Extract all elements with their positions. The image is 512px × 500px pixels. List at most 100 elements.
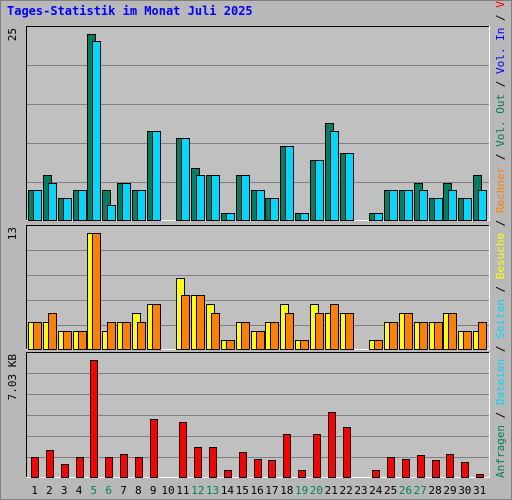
bar-volume-volumen-day-2 bbox=[46, 450, 54, 478]
bar-visits-rechner-day-5 bbox=[92, 233, 101, 350]
bar-visits-rechner-day-17 bbox=[270, 322, 279, 350]
x-tick-label-day-17: 17 bbox=[265, 484, 278, 497]
legend-entry: / bbox=[494, 412, 507, 425]
x-tick-label-day-23: 23 bbox=[354, 484, 367, 497]
legend-entry: Besuche bbox=[494, 233, 507, 286]
bar-hits-dateien-day-7 bbox=[122, 183, 131, 221]
bar-volume-volumen-day-1 bbox=[31, 457, 39, 478]
bar-volume-volumen-day-29 bbox=[446, 454, 454, 478]
bar-visits-rechner-day-9 bbox=[152, 304, 161, 350]
x-tick-label-day-6: 6 bbox=[105, 484, 112, 497]
bar-visits-rechner-day-6 bbox=[107, 322, 116, 350]
bar-hits-dateien-day-29 bbox=[448, 190, 457, 221]
legend-entry: Vol. Out bbox=[494, 94, 507, 154]
bar-hits-dateien-day-1 bbox=[33, 190, 42, 221]
bar-hits-dateien-day-4 bbox=[78, 190, 87, 221]
bar-visits-rechner-day-11 bbox=[181, 295, 190, 350]
bar-hits-dateien-day-26 bbox=[404, 190, 413, 221]
y-max-label-visits: 13 bbox=[6, 227, 19, 240]
bar-hits-dateien-day-27 bbox=[419, 190, 428, 221]
bar-volume-volumen-day-20 bbox=[313, 434, 321, 478]
bar-hits-dateien-day-12 bbox=[196, 175, 205, 221]
bar-visits-rechner-day-19 bbox=[300, 340, 309, 350]
bar-volume-volumen-day-27 bbox=[417, 455, 425, 478]
bar-visits-rechner-day-27 bbox=[419, 322, 428, 350]
x-tick-label-day-3: 3 bbox=[61, 484, 68, 497]
x-tick-label-day-30: 30 bbox=[458, 484, 471, 497]
bar-hits-dateien-day-20 bbox=[315, 160, 324, 221]
bar-visits-rechner-day-7 bbox=[122, 322, 131, 350]
bar-hits-dateien-day-17 bbox=[270, 198, 279, 221]
x-tick-label-day-11: 11 bbox=[176, 484, 189, 497]
bar-visits-rechner-day-12 bbox=[196, 295, 205, 350]
bar-visits-rechner-day-1 bbox=[33, 322, 42, 350]
x-tick-label-day-16: 16 bbox=[250, 484, 263, 497]
bar-hits-dateien-day-13 bbox=[211, 175, 220, 221]
x-tick-label-day-29: 29 bbox=[443, 484, 456, 497]
bar-hits-dateien-day-15 bbox=[241, 175, 250, 221]
bar-volume-volumen-day-13 bbox=[209, 447, 217, 478]
bar-hits-dateien-day-24 bbox=[374, 213, 383, 221]
bar-hits-dateien-day-31 bbox=[478, 190, 487, 221]
bar-volume-volumen-day-30 bbox=[461, 462, 469, 478]
bar-visits-rechner-day-4 bbox=[78, 331, 87, 350]
bar-volume-volumen-day-12 bbox=[194, 447, 202, 478]
bar-visits-rechner-day-2 bbox=[48, 313, 57, 350]
x-tick-label-day-4: 4 bbox=[76, 484, 83, 497]
bar-hits-dateien-day-8 bbox=[137, 190, 146, 221]
bar-volume-volumen-day-17 bbox=[268, 460, 276, 478]
legend-entry: / bbox=[494, 220, 507, 233]
x-tick-label-day-24: 24 bbox=[369, 484, 383, 497]
bar-hits-dateien-day-16 bbox=[256, 190, 265, 221]
bar-hits-dateien-day-25 bbox=[389, 190, 398, 221]
bar-hits-dateien-day-2 bbox=[48, 183, 57, 221]
bar-volume-volumen-day-28 bbox=[432, 460, 440, 478]
x-tick-label-day-22: 22 bbox=[339, 484, 352, 497]
legend-entry: / bbox=[494, 153, 507, 166]
bar-visits-rechner-day-25 bbox=[389, 322, 398, 350]
bar-volume-volumen-day-31 bbox=[476, 474, 484, 478]
legend-entry: / bbox=[494, 286, 507, 299]
bar-hits-dateien-day-3 bbox=[63, 198, 72, 221]
bar-volume-volumen-day-3 bbox=[61, 464, 69, 478]
bar-visits-rechner-day-15 bbox=[241, 322, 250, 350]
bar-visits-rechner-day-3 bbox=[63, 331, 72, 350]
x-tick-label-day-31: 31 bbox=[473, 484, 486, 497]
bar-volume-volumen-day-5 bbox=[90, 360, 98, 478]
x-tick-label-day-28: 28 bbox=[429, 484, 442, 497]
bar-volume-volumen-day-16 bbox=[254, 459, 262, 478]
bar-hits-dateien-day-22 bbox=[345, 153, 354, 221]
legend-entry: Vol. In bbox=[494, 28, 507, 81]
bar-volume-volumen-day-21 bbox=[328, 412, 336, 478]
bar-visits-rechner-day-13 bbox=[211, 313, 220, 350]
right-legend: Anfragen / Dateien / Seiten / Besuche / … bbox=[494, 0, 507, 478]
bar-visits-rechner-day-31 bbox=[478, 322, 487, 350]
bar-visits-rechner-day-8 bbox=[137, 322, 146, 350]
bar-hits-dateien-day-30 bbox=[463, 198, 472, 221]
bar-visits-rechner-day-22 bbox=[345, 313, 354, 350]
bar-visits-rechner-day-24 bbox=[374, 340, 383, 350]
bar-hits-dateien-day-6 bbox=[107, 205, 116, 221]
bar-volume-volumen-day-24 bbox=[372, 470, 380, 478]
bar-volume-volumen-day-8 bbox=[135, 457, 143, 478]
bar-visits-rechner-day-20 bbox=[315, 313, 324, 350]
bar-visits-rechner-day-30 bbox=[463, 331, 472, 350]
bar-visits-rechner-day-26 bbox=[404, 313, 413, 350]
bar-volume-volumen-day-9 bbox=[150, 419, 158, 478]
x-tick-label-day-19: 19 bbox=[295, 484, 308, 497]
bar-hits-dateien-day-18 bbox=[285, 146, 294, 221]
legend-entry: Dateien bbox=[494, 359, 507, 412]
bar-volume-volumen-day-7 bbox=[120, 454, 128, 478]
x-tick-label-day-8: 8 bbox=[135, 484, 142, 497]
bar-visits-rechner-day-28 bbox=[434, 322, 443, 350]
x-tick-label-day-5: 5 bbox=[91, 484, 98, 497]
bar-visits-rechner-day-16 bbox=[256, 331, 265, 350]
x-tick-label-day-10: 10 bbox=[161, 484, 174, 497]
x-tick-label-day-27: 27 bbox=[414, 484, 427, 497]
bar-hits-dateien-day-9 bbox=[152, 131, 161, 221]
bar-hits-dateien-day-14 bbox=[226, 213, 235, 221]
bar-volume-volumen-day-18 bbox=[283, 434, 291, 478]
bar-volume-volumen-day-11 bbox=[179, 422, 187, 478]
